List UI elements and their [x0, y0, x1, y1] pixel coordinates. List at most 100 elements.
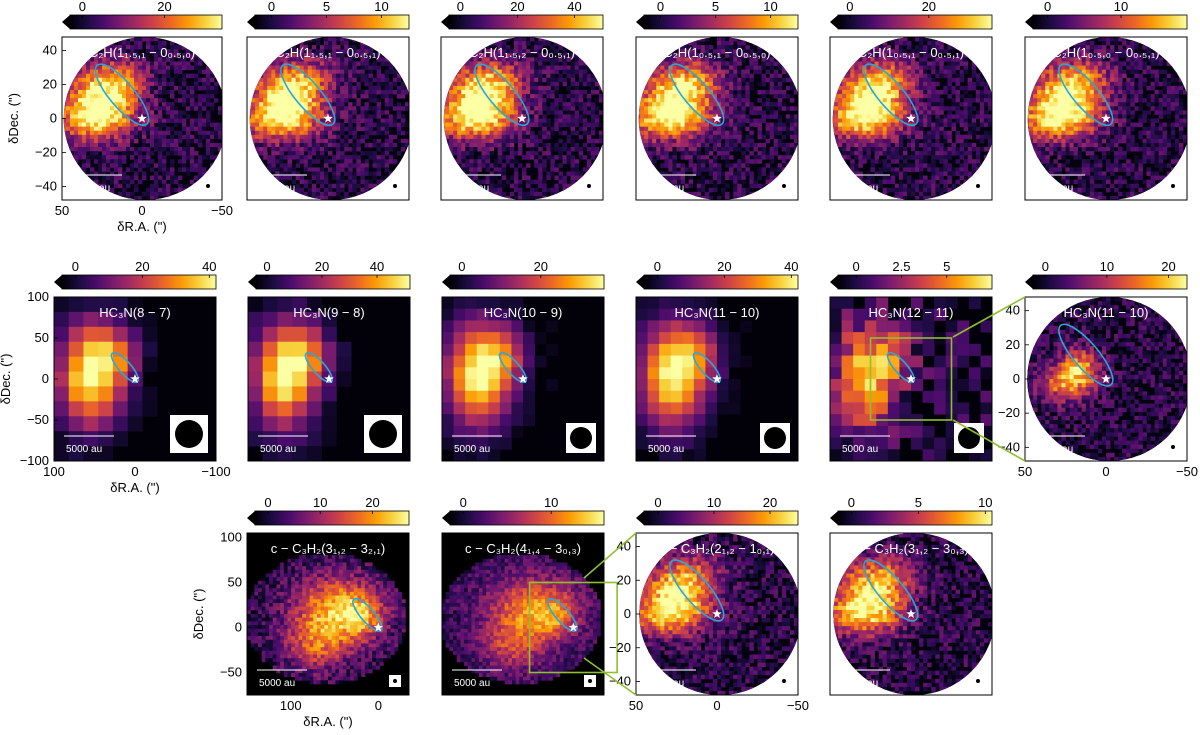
colorbar-extend-arrow — [830, 275, 838, 289]
colorbar-tick-label: 40 — [202, 259, 216, 274]
colorbar-extend-arrow — [636, 15, 644, 29]
x-tick-label: −50 — [787, 698, 809, 713]
x-tick-label: 50 — [629, 698, 643, 713]
colorbar — [450, 275, 604, 289]
beam-ellipse — [206, 184, 210, 188]
colorbar — [838, 275, 992, 289]
beam-ellipse — [976, 184, 980, 188]
colorbar — [644, 511, 798, 525]
colorbar-tick-label: 10 — [544, 495, 558, 510]
y-tick-label: 40 — [1006, 303, 1020, 318]
colorbar-tick-label: 10 — [313, 495, 327, 510]
colorbar-tick-label: 0 — [1042, 259, 1049, 274]
x-tick-label: −50 — [1176, 464, 1198, 479]
beam-ellipse — [393, 184, 397, 188]
colorbar-tick-label: 40 — [370, 259, 384, 274]
x-axis-label: δR.A. (") — [303, 714, 352, 729]
colorbar-tick-label: 20 — [763, 495, 777, 510]
colorbar — [644, 15, 798, 29]
colorbar-tick-label: 0 — [264, 495, 271, 510]
colorbar-tick-label: 0 — [846, 0, 853, 14]
y-tick-label: 40 — [617, 539, 631, 554]
colorbar-tick-label: 0 — [1044, 0, 1051, 14]
colorbar-tick-label: 10 — [374, 0, 388, 14]
panel-title: C₂H(1₁.₅,₂ − 0₀.₅,₁) — [469, 45, 575, 60]
colorbar — [1033, 15, 1187, 29]
panel-title: C₂H(1₀.₅,₁ − 0₀.₅,₀) — [663, 45, 770, 60]
beam-ellipse — [976, 679, 980, 683]
colorbar-tick-label: 0 — [460, 495, 467, 510]
beam-ellipse — [958, 427, 980, 449]
x-tick-label: 50 — [55, 203, 69, 218]
colorbar-tick-label: 10 — [763, 0, 777, 14]
beam-ellipse — [1171, 445, 1175, 449]
x-tick-label: 0 — [713, 698, 720, 713]
colorbar-tick-label: 5 — [712, 0, 719, 14]
beam-ellipse — [1171, 184, 1175, 188]
beam-ellipse — [587, 184, 591, 188]
y-axis-label: δDec. (") — [191, 589, 206, 640]
colorbar-tick-label: 20 — [717, 259, 731, 274]
y-tick-label: −40 — [35, 178, 57, 193]
colorbar-tick-label: 40 — [567, 0, 581, 14]
colorbar-tick-label: 20 — [922, 0, 936, 14]
colorbar-extend-arrow — [247, 511, 255, 525]
colorbar-tick-label: 20 — [315, 259, 329, 274]
colorbar-tick-label: 0 — [654, 259, 661, 274]
panel-title: C₂H(1₁.₅,₁ − 0₀.₅,₁) — [275, 45, 380, 60]
x-tick-label: 100 — [280, 698, 302, 713]
y-tick-label: 50 — [228, 575, 242, 590]
x-tick-label: 0 — [1102, 464, 1109, 479]
colorbar — [450, 511, 604, 525]
scale-bar-label: 5000 au — [842, 678, 878, 689]
colorbar-extend-arrow — [247, 15, 255, 29]
colorbar-tick-label: 20 — [510, 0, 524, 14]
y-axis-label: δDec. (") — [0, 354, 13, 405]
scale-bar-label: 5000 au — [648, 444, 684, 455]
colorbar-tick-label: 0 — [657, 0, 664, 14]
y-tick-label: 100 — [27, 289, 49, 304]
colorbar-extend-arrow — [441, 15, 449, 29]
colorbar-tick-label: 5 — [915, 495, 922, 510]
colorbar-extend-arrow — [636, 511, 644, 525]
colorbar-tick-label: 0 — [72, 259, 79, 274]
colorbar-tick-label: 10 — [707, 495, 721, 510]
map-image — [247, 533, 409, 695]
scale-bar-label: 5000 au — [66, 444, 102, 455]
colorbar-tick-label: 0 — [848, 495, 855, 510]
scale-bar-label: 5000 au — [454, 444, 490, 455]
y-tick-label: 0 — [235, 620, 242, 635]
panel-title: C₂H(1₀.₅,₀ − 0₀.₅,₁) — [1052, 45, 1159, 60]
y-tick-label: 20 — [43, 77, 57, 92]
colorbar-tick-label: 20 — [157, 0, 171, 14]
beam-ellipse — [369, 420, 397, 448]
panel-title: HC₃N(8 − 7) — [99, 305, 170, 320]
y-tick-label: 0 — [624, 606, 631, 621]
scale-bar-label: 5000 au — [260, 444, 296, 455]
scale-bar-label: 5000 au — [453, 183, 489, 194]
colorbar — [449, 15, 603, 29]
x-tick-label: 0 — [375, 698, 382, 713]
y-tick-label: −40 — [609, 674, 631, 689]
panel-title: C₂H(1₀.₅,₁ − 0₀.₅,₁) — [858, 45, 964, 60]
x-axis-label: δR.A. (") — [117, 219, 166, 234]
panel-title: c − C₃H₂(3₁,₂ − 3₀,₃) — [853, 541, 969, 556]
colorbar — [644, 275, 798, 289]
scale-bar-label: 5000 au — [842, 183, 878, 194]
colorbar-tick-label: 0 — [654, 495, 661, 510]
scale-bar-label: 5000 au — [259, 183, 295, 194]
y-tick-label: 20 — [1006, 337, 1020, 352]
colorbar-extend-arrow — [1025, 15, 1033, 29]
y-tick-label: −100 — [20, 453, 49, 468]
y-tick-label: −50 — [220, 665, 242, 680]
colorbar — [838, 511, 992, 525]
colorbar-extend-arrow — [54, 275, 62, 289]
